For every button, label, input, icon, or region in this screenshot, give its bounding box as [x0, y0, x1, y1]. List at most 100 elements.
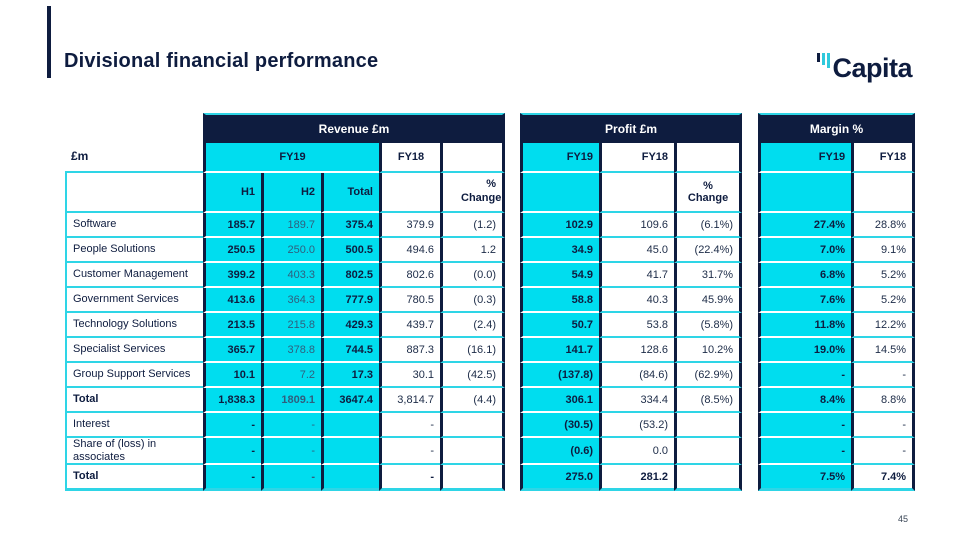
table-row: Share of (loss) in associates - - - (0.6) 0.0…	[65, 438, 916, 466]
row-label: Total	[65, 465, 203, 492]
row-label: Specialist Services	[65, 338, 203, 363]
revenue-pct-change-cell: 1.2	[440, 238, 506, 263]
group-gap	[742, 438, 759, 466]
revenue-total-cell: 375.4	[321, 213, 379, 238]
blank-cell	[440, 143, 506, 173]
group-gap	[742, 413, 759, 438]
revenue-total-cell: 17.3	[321, 363, 379, 388]
profit-pct-change-cell: (22.4%)	[674, 238, 743, 263]
revenue-total-cell	[321, 413, 379, 438]
margin-fy19-cell: 19.0%	[758, 338, 852, 363]
table-row: People Solutions 250.5 250.0 500.5 494.6 1.2 3…	[65, 238, 916, 263]
revenue-total-cell: 500.5	[321, 238, 379, 263]
margin-fy18-cell: 28.8%	[851, 213, 916, 238]
revenue-total-cell: 802.5	[321, 263, 379, 288]
profit-fy19-cell: 141.7	[520, 338, 600, 363]
revenue-h1-cell: 185.7	[203, 213, 261, 238]
revenue-h2-cell: -	[261, 465, 321, 492]
group-gap	[742, 143, 759, 173]
group-gap	[742, 388, 759, 413]
margin-fy19-header: FY19	[758, 143, 852, 173]
column-header-row: H1 H2 Total % Change % Change	[65, 173, 916, 213]
revenue-pct-change-cell: (0.3)	[440, 288, 506, 313]
revenue-fy18-cell: -	[379, 413, 440, 438]
profit-fy19-cell: 34.9	[520, 238, 600, 263]
revenue-total-cell: 3647.4	[321, 388, 379, 413]
margin-group-header: Margin %	[758, 113, 916, 143]
group-gap	[742, 173, 759, 213]
revenue-pct-change-cell: (1.2)	[440, 213, 506, 238]
row-label: Interest	[65, 413, 203, 438]
revenue-fy18-cell: 439.7	[379, 313, 440, 338]
profit-fy19-cell: 54.9	[520, 263, 600, 288]
revenue-h2-cell: 1809.1	[261, 388, 321, 413]
revenue-fy18-cell: 30.1	[379, 363, 440, 388]
table-row: Total - - -275.0 281.2 7.5% 7.4%	[65, 465, 916, 492]
margin-fy19-cell: 7.5%	[758, 465, 852, 492]
revenue-pct-change-cell	[440, 413, 506, 438]
row-label: Software	[65, 213, 203, 238]
revenue-h1-cell: 213.5	[203, 313, 261, 338]
year-header-row: £m FY19 FY18 FY19 FY18 FY19 FY18	[65, 143, 916, 173]
profit-fy18-cell: 53.8	[599, 313, 675, 338]
page-title: Divisional financial performance	[64, 50, 379, 72]
revenue-h2-cell: -	[261, 413, 321, 438]
blank-cell	[758, 173, 852, 213]
revenue-h2-cell: 403.3	[261, 263, 321, 288]
profit-fy18-cell: 41.7	[599, 263, 675, 288]
revenue-pct-change-cell: (4.4)	[440, 388, 506, 413]
revenue-total-cell: 429.3	[321, 313, 379, 338]
group-gap	[505, 465, 521, 492]
revenue-fy18-header: FY18	[379, 143, 440, 173]
table-row: Software 185.7 189.7 375.4 379.9 (1.2) 102.9 10…	[65, 213, 916, 238]
revenue-fy18-cell: 887.3	[379, 338, 440, 363]
revenue-h2-cell: 250.0	[261, 238, 321, 263]
revenue-fy18-cell: 780.5	[379, 288, 440, 313]
group-gap	[505, 313, 521, 338]
revenue-h1-cell: -	[203, 413, 261, 438]
margin-fy19-cell: 6.8%	[758, 263, 852, 288]
revenue-pct-change-header: % Change	[440, 173, 506, 213]
group-gap	[505, 143, 521, 173]
profit-fy18-cell: 128.6	[599, 338, 675, 363]
margin-fy18-cell: -	[851, 438, 916, 466]
profit-group-header: Profit £m	[520, 113, 743, 143]
revenue-fy18-cell: 802.6	[379, 263, 440, 288]
revenue-h2-cell: 364.3	[261, 288, 321, 313]
revenue-pct-change-cell: (42.5)	[440, 363, 506, 388]
profit-fy18-cell: (53.2)	[599, 413, 675, 438]
blank-cell	[851, 173, 916, 213]
revenue-h1-cell: 399.2	[203, 263, 261, 288]
revenue-h2-cell: -	[261, 438, 321, 466]
profit-fy19-cell: (137.8)	[520, 363, 600, 388]
revenue-h2-cell: 7.2	[261, 363, 321, 388]
margin-fy18-cell: 8.8%	[851, 388, 916, 413]
profit-fy18-cell: 40.3	[599, 288, 675, 313]
blank-cell	[599, 173, 675, 213]
revenue-pct-change-cell: (2.4)	[440, 313, 506, 338]
profit-pct-change-cell: (62.9%)	[674, 363, 743, 388]
corner-cell	[65, 113, 203, 143]
revenue-total-cell: 744.5	[321, 338, 379, 363]
group-gap	[742, 313, 759, 338]
profit-pct-change-cell: 45.9%	[674, 288, 743, 313]
row-label: People Solutions	[65, 238, 203, 263]
margin-fy19-cell: 27.4%	[758, 213, 852, 238]
profit-fy18-cell: 109.6	[599, 213, 675, 238]
profit-fy19-cell: 50.7	[520, 313, 600, 338]
revenue-h2-cell: 378.8	[261, 338, 321, 363]
unit-label: £m	[65, 143, 203, 173]
profit-pct-change-cell	[674, 413, 743, 438]
revenue-total-header: Total	[321, 173, 379, 213]
revenue-fy18-cell: -	[379, 465, 440, 492]
profit-fy19-cell: (30.5)	[520, 413, 600, 438]
profit-pct-change-cell: 31.7%	[674, 263, 743, 288]
profit-pct-change-cell: (8.5%)	[674, 388, 743, 413]
table-row: Total 1,838.3 1809.1 3647.4 3,814.7 (4.4) 306.…	[65, 388, 916, 413]
profit-fy19-cell: 275.0	[520, 465, 600, 492]
margin-fy19-cell: 11.8%	[758, 313, 852, 338]
revenue-h1-header: H1	[203, 173, 261, 213]
profit-pct-change-header: % Change	[674, 173, 743, 213]
profit-fy18-cell: 281.2	[599, 465, 675, 492]
header-spacer	[65, 173, 203, 213]
